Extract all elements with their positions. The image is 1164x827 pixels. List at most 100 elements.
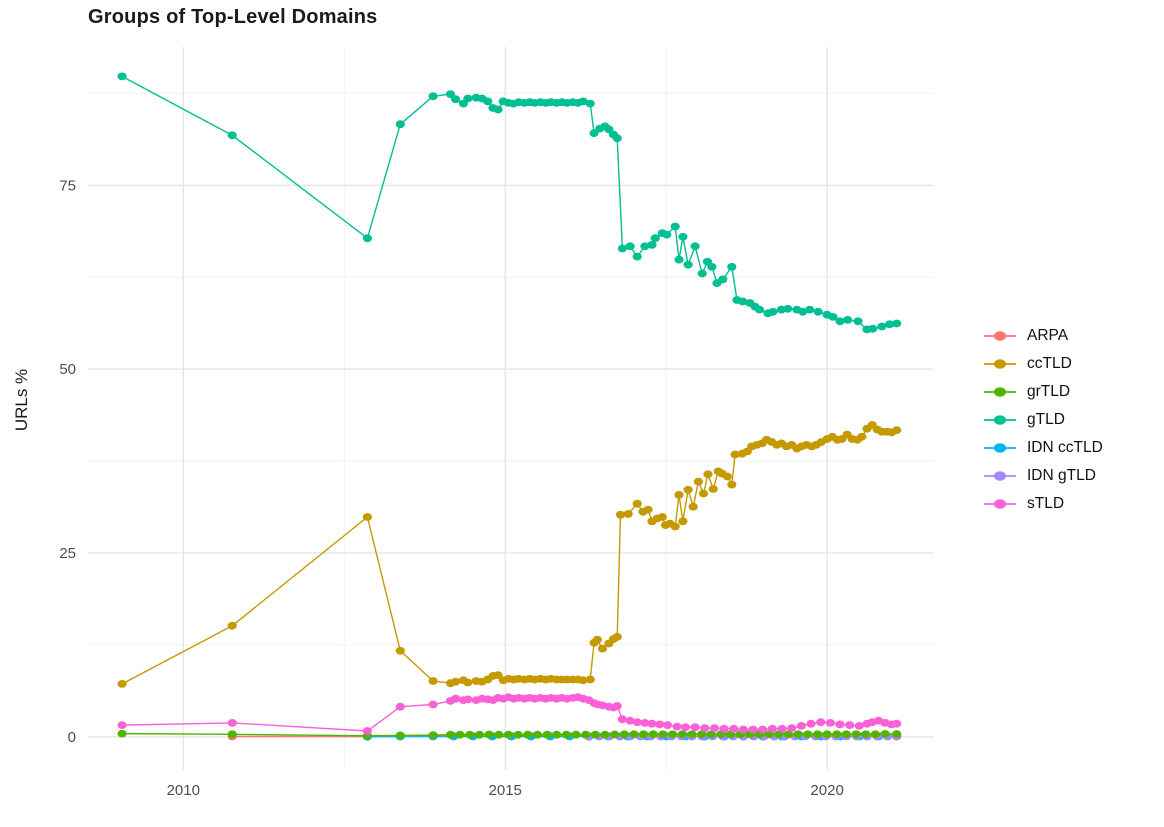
x-tick-label: 2020 bbox=[810, 782, 843, 799]
data-point bbox=[727, 480, 737, 489]
data-point bbox=[592, 635, 602, 644]
data-point bbox=[632, 499, 642, 508]
data-point bbox=[578, 97, 588, 106]
data-point bbox=[585, 675, 595, 684]
data-point bbox=[892, 730, 902, 738]
data-point bbox=[561, 730, 572, 739]
data-point bbox=[117, 72, 127, 81]
data-point bbox=[428, 700, 438, 709]
data-point bbox=[493, 105, 503, 114]
data-point bbox=[803, 730, 813, 739]
data-point bbox=[117, 680, 127, 688]
data-point bbox=[748, 725, 758, 734]
data-point bbox=[117, 729, 127, 738]
data-point bbox=[428, 677, 438, 685]
data-point bbox=[474, 730, 485, 739]
legend-item-gtld: gTLD bbox=[983, 406, 1103, 434]
data-point bbox=[825, 719, 835, 727]
data-point bbox=[639, 730, 649, 739]
y-tick-label: 50 bbox=[59, 361, 76, 378]
data-point bbox=[885, 320, 895, 329]
data-point bbox=[227, 730, 237, 739]
data-point bbox=[854, 722, 864, 730]
legend-item-arpa: ARPA bbox=[983, 322, 1103, 350]
data-point bbox=[445, 730, 456, 739]
data-point bbox=[600, 730, 610, 739]
data-point bbox=[783, 304, 793, 313]
data-point bbox=[503, 730, 513, 739]
legend-item-stld: sTLD bbox=[983, 490, 1103, 518]
data-point bbox=[632, 718, 642, 727]
data-point bbox=[835, 720, 845, 729]
series-grtld bbox=[117, 729, 902, 740]
data-point bbox=[629, 730, 639, 739]
data-point bbox=[678, 517, 688, 526]
x-tick-label: 2010 bbox=[167, 782, 200, 799]
data-point bbox=[688, 502, 698, 511]
data-point bbox=[523, 730, 533, 739]
data-point bbox=[787, 724, 797, 732]
data-point bbox=[585, 99, 595, 108]
data-point bbox=[870, 730, 881, 739]
data-point bbox=[687, 730, 697, 739]
data-point bbox=[650, 234, 660, 243]
data-point bbox=[395, 731, 405, 740]
data-point bbox=[451, 694, 461, 703]
data-point bbox=[690, 242, 700, 251]
data-point bbox=[658, 730, 668, 739]
data-point bbox=[670, 522, 680, 531]
data-point bbox=[657, 513, 667, 521]
data-point bbox=[805, 305, 815, 314]
y-axis-title: URLs % bbox=[12, 368, 31, 432]
data-point bbox=[227, 131, 237, 140]
data-point bbox=[463, 94, 473, 103]
data-point bbox=[451, 95, 461, 104]
data-point bbox=[706, 730, 716, 739]
data-point bbox=[610, 730, 620, 739]
data-point bbox=[617, 244, 628, 253]
legend-key-icon bbox=[984, 387, 1016, 397]
data-point bbox=[463, 678, 473, 687]
data-point bbox=[693, 477, 704, 486]
data-point bbox=[571, 730, 581, 739]
legend-label: sTLD bbox=[1027, 495, 1065, 512]
data-point bbox=[674, 491, 684, 499]
data-point bbox=[767, 724, 778, 733]
data-point bbox=[484, 730, 494, 739]
data-point bbox=[892, 426, 902, 435]
data-point bbox=[647, 241, 657, 249]
data-point bbox=[796, 722, 807, 730]
data-point bbox=[832, 730, 842, 739]
data-point bbox=[227, 719, 237, 727]
data-point bbox=[640, 242, 650, 251]
data-point bbox=[643, 505, 653, 514]
data-point bbox=[640, 719, 650, 727]
data-point bbox=[648, 730, 658, 739]
data-point bbox=[758, 725, 768, 734]
series-line bbox=[121, 75, 897, 331]
data-point bbox=[662, 230, 672, 239]
data-point bbox=[395, 702, 405, 711]
data-point bbox=[707, 263, 717, 271]
data-point bbox=[542, 730, 552, 739]
data-point bbox=[670, 222, 680, 231]
legend-key-icon bbox=[984, 499, 1016, 509]
data-point bbox=[578, 676, 588, 685]
data-point bbox=[483, 97, 493, 106]
data-point bbox=[655, 720, 665, 729]
legend-label: grTLD bbox=[1027, 383, 1071, 400]
data-point bbox=[117, 721, 127, 729]
data-point bbox=[877, 322, 887, 331]
data-point bbox=[851, 730, 861, 739]
data-point bbox=[362, 727, 372, 735]
data-point bbox=[668, 730, 678, 739]
data-point bbox=[445, 90, 456, 98]
data-point bbox=[619, 730, 629, 739]
y-tick-label: 75 bbox=[59, 177, 76, 194]
legend-item-cctld: ccTLD bbox=[983, 350, 1103, 378]
data-point bbox=[892, 719, 902, 728]
legend-label: ARPA bbox=[1027, 327, 1069, 344]
data-point bbox=[719, 724, 729, 733]
series-line bbox=[122, 732, 897, 737]
